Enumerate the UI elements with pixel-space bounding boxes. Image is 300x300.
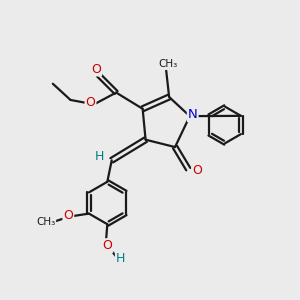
Text: N: N — [188, 108, 198, 121]
Text: O: O — [91, 62, 101, 76]
Text: O: O — [63, 208, 73, 222]
Text: CH₃: CH₃ — [36, 218, 55, 227]
Text: CH₃: CH₃ — [158, 59, 177, 69]
Text: H: H — [95, 150, 104, 163]
Text: H: H — [116, 252, 125, 265]
Text: O: O — [85, 96, 95, 110]
Text: O: O — [102, 239, 112, 252]
Text: O: O — [192, 164, 202, 177]
